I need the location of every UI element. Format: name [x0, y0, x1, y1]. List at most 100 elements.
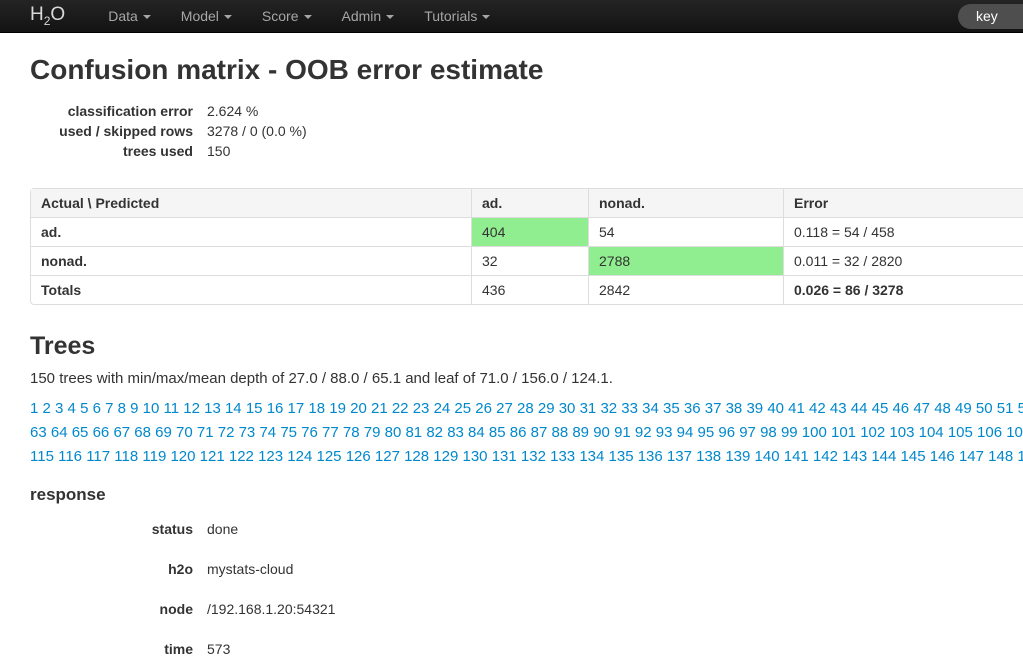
tree-link[interactable]: 141: [783, 448, 809, 465]
tree-link[interactable]: 143: [842, 448, 868, 465]
tree-link[interactable]: 68: [134, 424, 151, 441]
tree-link[interactable]: 131: [491, 448, 517, 465]
tree-link[interactable]: 76: [301, 424, 318, 441]
tree-link[interactable]: 86: [509, 424, 527, 441]
tree-link[interactable]: 100: [801, 424, 827, 441]
tree-link[interactable]: 121: [199, 448, 225, 465]
tree-link[interactable]: 132: [520, 448, 546, 465]
tree-link[interactable]: 21: [370, 400, 388, 417]
tree-link[interactable]: 14: [224, 400, 242, 417]
tree-link[interactable]: 75: [280, 424, 297, 441]
tree-link[interactable]: 34: [642, 400, 659, 417]
tree-link[interactable]: 124: [287, 448, 313, 465]
tree-link[interactable]: 19: [329, 400, 346, 417]
tree-link[interactable]: 79: [363, 424, 381, 441]
tree-link[interactable]: 128: [404, 448, 430, 465]
tree-link[interactable]: 127: [374, 448, 400, 465]
tree-link[interactable]: 102: [860, 424, 886, 441]
tree-link[interactable]: 48: [934, 400, 951, 417]
tree-link[interactable]: 26: [475, 400, 492, 417]
tree-link[interactable]: 23: [412, 400, 430, 417]
tree-link[interactable]: 8: [117, 400, 126, 417]
tree-link[interactable]: 71: [196, 424, 214, 441]
tree-link[interactable]: 85: [488, 424, 506, 441]
tree-link[interactable]: 115: [30, 448, 54, 465]
tree-link[interactable]: 94: [676, 424, 694, 441]
tree-link[interactable]: 38: [725, 400, 743, 417]
tree-link[interactable]: 3: [55, 400, 64, 417]
tree-link[interactable]: 73: [238, 424, 256, 441]
tree-link[interactable]: 33: [621, 400, 638, 417]
tree-link[interactable]: 28: [517, 400, 534, 417]
tree-link[interactable]: 96: [718, 424, 736, 441]
tree-link[interactable]: 4: [67, 400, 76, 417]
tree-link[interactable]: 147: [958, 448, 984, 465]
tree-link[interactable]: 66: [92, 424, 110, 441]
menu-item-data[interactable]: Data: [93, 0, 166, 32]
tree-link[interactable]: 106: [977, 424, 1003, 441]
tree-link[interactable]: 25: [454, 400, 472, 417]
tree-link[interactable]: 139: [725, 448, 751, 465]
tree-link[interactable]: 137: [666, 448, 692, 465]
tree-link[interactable]: 35: [663, 400, 680, 417]
tree-link[interactable]: 130: [462, 448, 488, 465]
tree-link[interactable]: 84: [468, 424, 485, 441]
tree-link[interactable]: 72: [217, 424, 235, 441]
tree-link[interactable]: 51: [996, 400, 1014, 417]
tree-link[interactable]: 29: [537, 400, 555, 417]
tree-link[interactable]: 119: [142, 448, 167, 465]
tree-link[interactable]: 91: [614, 424, 631, 441]
tree-link[interactable]: 98: [760, 424, 777, 441]
tree-link[interactable]: 37: [704, 400, 722, 417]
tree-link[interactable]: 32: [600, 400, 618, 417]
tree-link[interactable]: 5: [80, 400, 89, 417]
menu-item-score[interactable]: Score: [247, 0, 327, 32]
tree-link[interactable]: 30: [558, 400, 576, 417]
tree-link[interactable]: 20: [350, 400, 367, 417]
tree-link[interactable]: 103: [889, 424, 915, 441]
tree-link[interactable]: 6: [92, 400, 101, 417]
tree-link[interactable]: 49: [955, 400, 972, 417]
tree-link[interactable]: 148: [988, 448, 1014, 465]
tree-link[interactable]: 69: [155, 424, 172, 441]
tree-link[interactable]: 99: [780, 424, 798, 441]
tree-link[interactable]: 18: [308, 400, 326, 417]
tree-link[interactable]: 81: [405, 424, 423, 441]
tree-link[interactable]: 138: [696, 448, 722, 465]
tree-link[interactable]: 83: [447, 424, 464, 441]
tree-link[interactable]: 140: [754, 448, 780, 465]
tree-link[interactable]: 89: [572, 424, 590, 441]
tree-link[interactable]: 92: [634, 424, 652, 441]
tree-link[interactable]: 44: [850, 400, 868, 417]
tree-link[interactable]: 116: [58, 448, 83, 465]
tree-link[interactable]: 15: [245, 400, 263, 417]
tree-link[interactable]: 133: [550, 448, 576, 465]
tree-link[interactable]: 52: [1017, 400, 1023, 417]
tree-link[interactable]: 87: [530, 424, 548, 441]
tree-link[interactable]: 17: [287, 400, 305, 417]
tree-link[interactable]: 12: [183, 400, 200, 417]
tree-link[interactable]: 24: [433, 400, 451, 417]
tree-link[interactable]: 135: [608, 448, 634, 465]
tree-link[interactable]: 11: [163, 400, 180, 417]
tree-link[interactable]: 46: [892, 400, 910, 417]
tree-link[interactable]: 1: [30, 400, 39, 417]
tree-link[interactable]: 13: [204, 400, 221, 417]
tree-link[interactable]: 63: [30, 424, 47, 441]
tree-link[interactable]: 125: [316, 448, 342, 465]
tree-link[interactable]: 2: [42, 400, 51, 417]
tree-link[interactable]: 122: [228, 448, 254, 465]
tree-link[interactable]: 41: [788, 400, 805, 417]
tree-link[interactable]: 129: [433, 448, 459, 465]
tree-link[interactable]: 95: [697, 424, 715, 441]
tree-link[interactable]: 65: [71, 424, 89, 441]
tree-link[interactable]: 7: [105, 400, 114, 417]
tree-link[interactable]: 36: [683, 400, 701, 417]
tree-link[interactable]: 117: [86, 448, 111, 465]
tree-link[interactable]: 78: [342, 424, 360, 441]
tree-link[interactable]: 67: [113, 424, 131, 441]
menu-item-tutorials[interactable]: Tutorials: [409, 0, 505, 32]
tree-link[interactable]: 74: [259, 424, 277, 441]
tree-link[interactable]: 144: [871, 448, 897, 465]
tree-link[interactable]: 149: [1017, 448, 1023, 465]
